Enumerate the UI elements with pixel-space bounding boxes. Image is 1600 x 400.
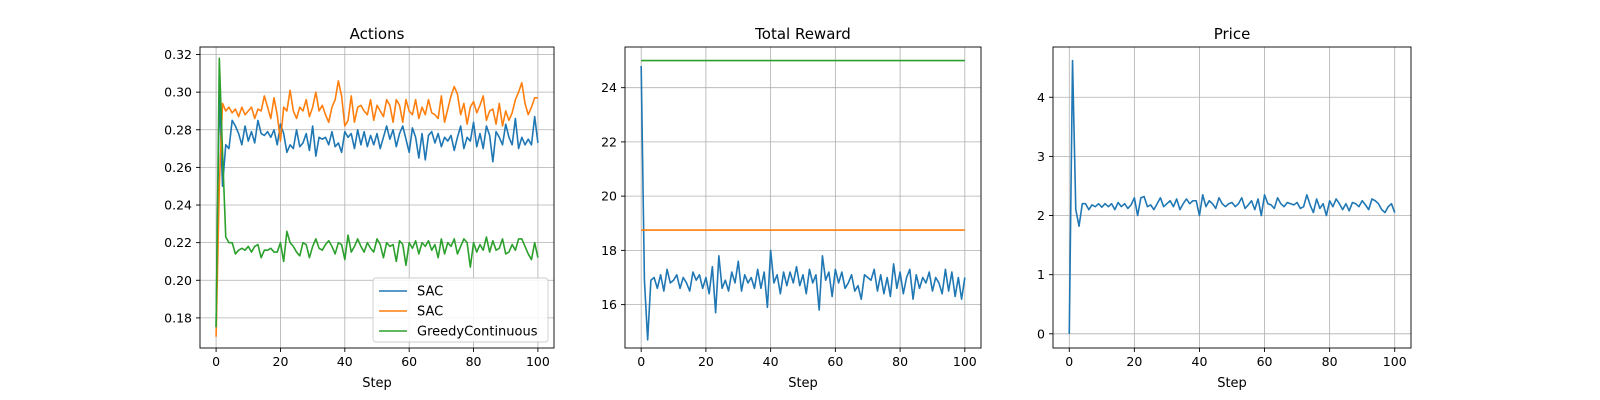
legend-label-1: SAC	[417, 285, 443, 300]
x-tick-label: 100	[1383, 354, 1407, 369]
x-tick-label: 20	[1126, 354, 1142, 369]
y-tick-label: 0.28	[164, 122, 192, 137]
axes-frame	[199, 46, 555, 349]
x-tick-label: 40	[337, 354, 353, 369]
y-tick-label: 22	[601, 134, 617, 149]
chart-1: 0 20 40 60 80 100 0.18 0.20 0.22 0.24 0.26 0.28 0.30…	[164, 25, 555, 391]
y-tick-label: 0.24	[164, 198, 192, 213]
axes-frame	[1052, 46, 1412, 349]
y-tick-label: 1	[1037, 267, 1045, 282]
chart-2: 0 20 40 60 80 100 16 18 20 22 24 Total Reward Step	[601, 25, 982, 391]
series-line-1	[215, 91, 539, 328]
y-tick-label: 0.22	[164, 235, 192, 250]
series-group	[215, 57, 539, 337]
x-axis-label: Step	[1217, 376, 1247, 391]
x-tick-label: 80	[466, 354, 482, 369]
y-tick-label: 24	[601, 80, 617, 95]
legend-box	[372, 277, 549, 343]
x-tick-label: 40	[1192, 354, 1208, 369]
x-tick-label: 20	[698, 354, 714, 369]
y-tick-label: 0.18	[164, 310, 192, 325]
x-tick-label: 100	[953, 354, 977, 369]
y-tick-label: 18	[601, 243, 617, 258]
y-tick-label: 0.30	[164, 85, 192, 100]
y-tick-label: 0.32	[164, 47, 192, 62]
x-tick-label: 20	[273, 354, 289, 369]
y-tick-label: 4	[1037, 90, 1045, 105]
x-tick-label: 60	[1257, 354, 1273, 369]
series-group	[640, 59, 966, 341]
x-tick-label: 0	[212, 354, 220, 369]
legend-label-3: GreedyContinuous	[417, 325, 538, 340]
x-tick-label: 60	[827, 354, 843, 369]
y-tick-label: 16	[601, 297, 617, 312]
x-tick-label: 80	[892, 354, 908, 369]
chart-title: Price	[1214, 25, 1251, 43]
chart-3: 0 20 40 60 80 100 0 1 2 3 4 Price Step	[1037, 25, 1412, 391]
x-tick-label: 40	[763, 354, 779, 369]
x-tick-label: 0	[1065, 354, 1073, 369]
series-line-3	[215, 57, 539, 328]
y-tick-label: 0.26	[164, 160, 192, 175]
y-tick-label: 0.20	[164, 273, 192, 288]
x-tick-label: 80	[1322, 354, 1338, 369]
chart-title: Actions	[350, 25, 405, 43]
y-tick-label: 2	[1037, 208, 1045, 223]
series-line-1	[640, 65, 966, 341]
legend: SAC SAC GreedyContinuous	[372, 277, 549, 343]
x-axis-label: Step	[788, 376, 818, 391]
axes-frame	[624, 46, 982, 349]
legend-label-2: SAC	[417, 305, 443, 320]
y-tick-label: 3	[1037, 149, 1045, 164]
series-line-1	[1068, 59, 1396, 334]
x-tick-label: 0	[637, 354, 645, 369]
series-line-2	[215, 80, 538, 337]
x-tick-label: 60	[401, 354, 417, 369]
chart-title: Total Reward	[754, 25, 851, 43]
x-tick-label: 100	[526, 354, 550, 369]
series-group	[1068, 59, 1396, 334]
y-tick-label: 20	[601, 189, 617, 204]
x-axis-label: Step	[362, 376, 392, 391]
y-tick-label: 0	[1037, 326, 1045, 341]
